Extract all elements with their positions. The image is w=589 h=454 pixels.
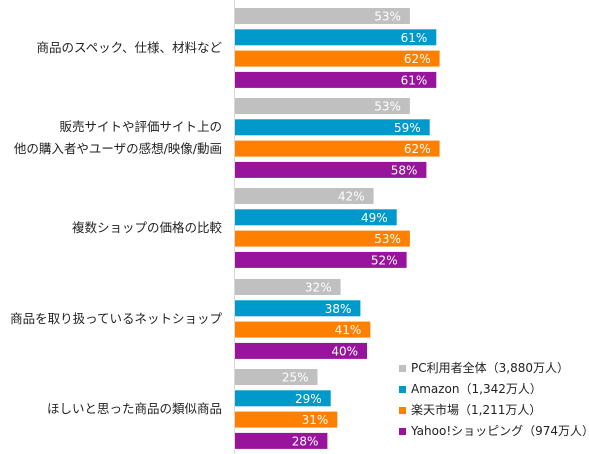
bar-value-label: 62% bbox=[404, 52, 431, 66]
bar bbox=[235, 369, 318, 385]
bar-value-label: 31% bbox=[302, 413, 329, 427]
bars: 53%61%62%61%53%59%62%58%42%49%53%52%32%3… bbox=[235, 8, 440, 449]
bar-value-label: 61% bbox=[401, 73, 428, 87]
legend: PC利用者全体（3,880万人） Amazon（1,342万人） 楽天市場（1,21… bbox=[399, 360, 589, 438]
bar bbox=[235, 29, 437, 46]
bar-value-label: 25% bbox=[282, 371, 309, 385]
legend-swatch bbox=[399, 365, 406, 372]
legend-label: PC利用者全体（3,880万人） bbox=[411, 360, 569, 375]
bar-value-label: 28% bbox=[292, 434, 319, 448]
bar bbox=[235, 188, 374, 204]
bar-value-label: 49% bbox=[361, 211, 388, 225]
bar-value-label: 62% bbox=[404, 142, 431, 156]
legend-label: Amazon（1,342万人） bbox=[411, 382, 542, 396]
bar bbox=[235, 50, 440, 67]
bar bbox=[235, 230, 410, 247]
bar bbox=[235, 279, 341, 295]
bar-value-label: 52% bbox=[371, 253, 398, 267]
bar-value-label: 53% bbox=[374, 10, 401, 24]
category-label: 商品を取り扱っているネットショップ bbox=[10, 311, 222, 326]
bar bbox=[235, 432, 328, 449]
bar bbox=[235, 390, 331, 407]
category-label: 販売サイトや評価サイト上の bbox=[59, 119, 222, 134]
bar bbox=[235, 98, 410, 114]
category-label: 他の購入者やユーザの感想/映像/動画 bbox=[14, 141, 222, 156]
bar bbox=[235, 251, 407, 268]
legend-swatch bbox=[399, 386, 406, 393]
bar bbox=[235, 411, 338, 428]
bar-value-label: 41% bbox=[335, 323, 362, 337]
bar bbox=[235, 209, 397, 226]
bar bbox=[235, 119, 430, 136]
bar bbox=[235, 8, 410, 24]
category-label: 商品のスペック、仕様、材料など bbox=[36, 40, 222, 55]
bar bbox=[235, 342, 367, 359]
bar-value-label: 40% bbox=[331, 344, 358, 358]
bar-value-label: 53% bbox=[374, 100, 401, 114]
bar-value-label: 32% bbox=[305, 281, 332, 295]
legend-label: Yahoo!ショッピング（974万人） bbox=[410, 424, 589, 438]
bar-value-label: 58% bbox=[391, 163, 418, 177]
bar-value-label: 42% bbox=[338, 190, 365, 204]
legend-swatch bbox=[399, 428, 406, 435]
category-label: 複数ショップの価格の比較 bbox=[72, 220, 223, 235]
category-label: ほしいと思った商品の類似商品 bbox=[47, 401, 222, 416]
legend-swatch bbox=[399, 407, 406, 414]
bar bbox=[235, 140, 440, 157]
bar-value-label: 59% bbox=[394, 121, 421, 135]
bar-value-label: 38% bbox=[325, 302, 352, 316]
bar bbox=[235, 321, 371, 338]
bar-value-label: 61% bbox=[401, 31, 428, 45]
bar bbox=[235, 71, 437, 88]
bar bbox=[235, 300, 361, 317]
category-labels: 商品のスペック、仕様、材料など販売サイトや評価サイト上の他の購入者やユーザの感想… bbox=[10, 40, 222, 416]
bar-value-label: 53% bbox=[374, 232, 401, 246]
legend-label: 楽天市場（1,211万人） bbox=[411, 402, 541, 417]
bar bbox=[235, 161, 427, 178]
bar-value-label: 29% bbox=[295, 392, 322, 406]
